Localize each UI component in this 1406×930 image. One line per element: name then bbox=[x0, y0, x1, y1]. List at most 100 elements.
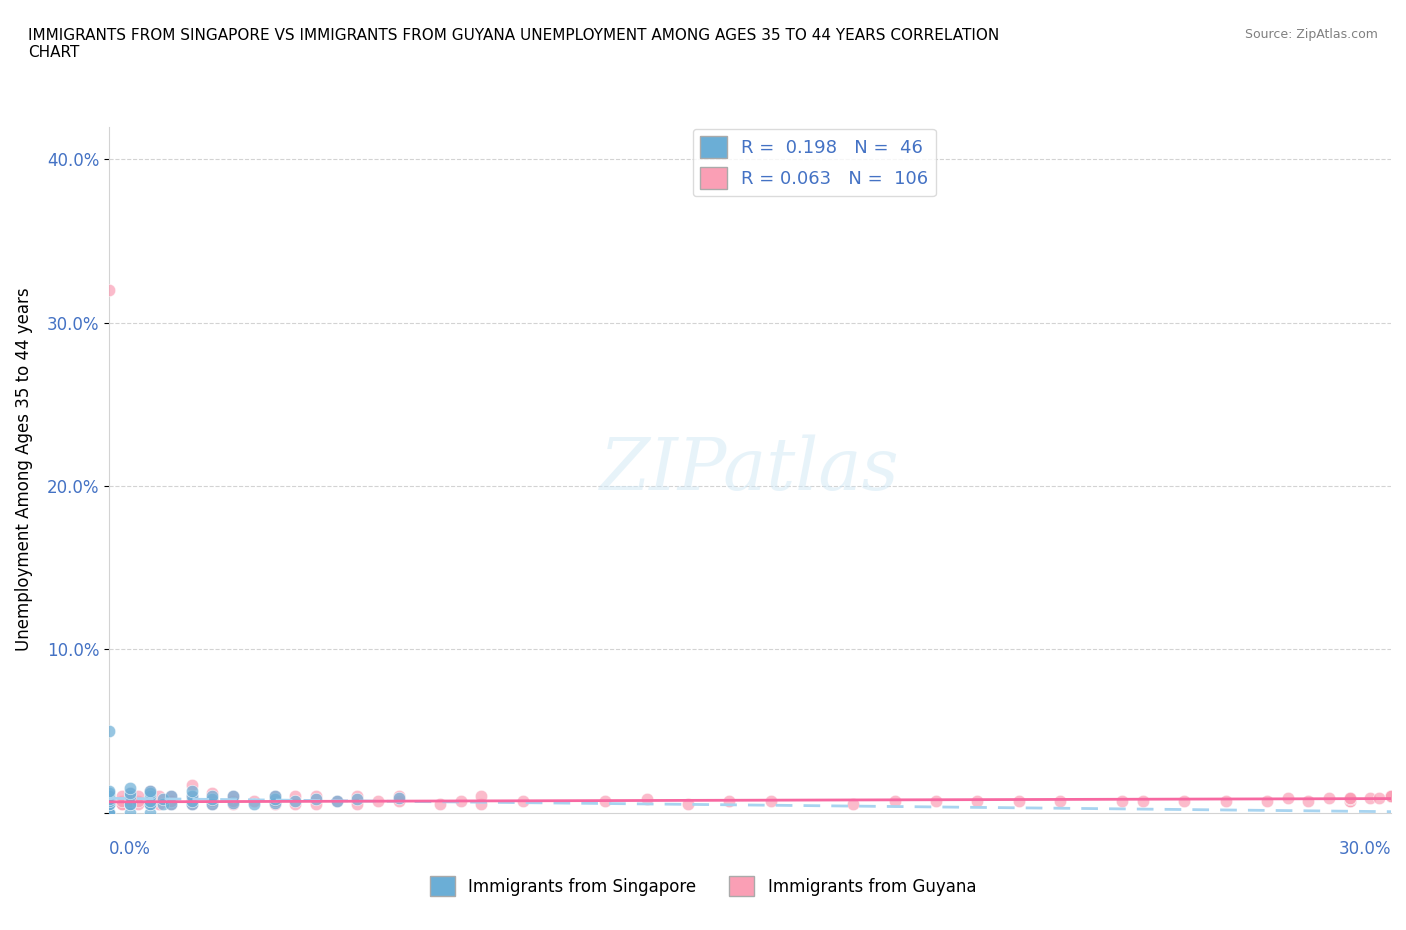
Point bbox=[263, 789, 285, 804]
Point bbox=[139, 797, 162, 812]
Point bbox=[718, 793, 741, 808]
Point bbox=[118, 805, 141, 820]
Point bbox=[201, 797, 224, 812]
Point bbox=[152, 792, 174, 807]
Point bbox=[118, 793, 141, 808]
Point bbox=[305, 789, 328, 804]
Point bbox=[1132, 793, 1154, 808]
Point bbox=[160, 797, 183, 812]
Point bbox=[1379, 789, 1402, 804]
Point bbox=[160, 793, 183, 808]
Point bbox=[925, 793, 948, 808]
Point bbox=[1317, 790, 1340, 805]
Point bbox=[1277, 790, 1299, 805]
Point bbox=[139, 786, 162, 801]
Point bbox=[148, 797, 170, 812]
Point bbox=[139, 793, 162, 808]
Point bbox=[180, 789, 202, 804]
Point bbox=[110, 797, 132, 812]
Point bbox=[636, 792, 658, 807]
Point bbox=[98, 805, 121, 820]
Point bbox=[98, 805, 121, 820]
Point bbox=[1298, 793, 1320, 808]
Point bbox=[201, 786, 224, 801]
Point bbox=[98, 805, 121, 820]
Point bbox=[595, 793, 617, 808]
Point bbox=[118, 789, 141, 804]
Text: ZIPatlas: ZIPatlas bbox=[600, 434, 900, 505]
Point bbox=[118, 786, 141, 801]
Point bbox=[243, 793, 266, 808]
Point bbox=[1379, 789, 1402, 804]
Point bbox=[98, 797, 121, 812]
Point bbox=[450, 793, 472, 808]
Point bbox=[883, 793, 905, 808]
Point bbox=[222, 789, 245, 804]
Point bbox=[1379, 789, 1402, 804]
Point bbox=[139, 797, 162, 812]
Point bbox=[139, 789, 162, 804]
Point bbox=[98, 786, 121, 801]
Point bbox=[127, 797, 149, 812]
Point bbox=[98, 792, 121, 807]
Point bbox=[1339, 790, 1361, 805]
Point bbox=[346, 792, 368, 807]
Point bbox=[1339, 792, 1361, 807]
Point bbox=[1256, 793, 1278, 808]
Point bbox=[387, 789, 409, 804]
Point bbox=[118, 780, 141, 795]
Point bbox=[201, 789, 224, 804]
Point bbox=[180, 784, 202, 799]
Point bbox=[263, 795, 285, 810]
Point bbox=[263, 793, 285, 808]
Point bbox=[118, 797, 141, 812]
Point bbox=[429, 797, 451, 812]
Point bbox=[201, 792, 224, 807]
Point bbox=[98, 789, 121, 804]
Point bbox=[284, 797, 307, 812]
Point bbox=[139, 805, 162, 820]
Text: 30.0%: 30.0% bbox=[1339, 840, 1391, 858]
Point bbox=[98, 797, 121, 812]
Point bbox=[470, 789, 492, 804]
Point bbox=[180, 797, 202, 812]
Point bbox=[98, 805, 121, 820]
Point bbox=[139, 793, 162, 808]
Point bbox=[180, 789, 202, 804]
Point bbox=[180, 777, 202, 792]
Point bbox=[98, 805, 121, 820]
Point bbox=[346, 789, 368, 804]
Point bbox=[842, 797, 865, 812]
Point bbox=[98, 793, 121, 808]
Point bbox=[148, 789, 170, 804]
Point bbox=[139, 797, 162, 812]
Point bbox=[180, 793, 202, 808]
Point bbox=[180, 793, 202, 808]
Point bbox=[160, 789, 183, 804]
Point bbox=[263, 797, 285, 812]
Point bbox=[139, 793, 162, 808]
Point bbox=[305, 797, 328, 812]
Point bbox=[110, 789, 132, 804]
Point bbox=[98, 724, 121, 738]
Point bbox=[98, 797, 121, 812]
Point bbox=[222, 789, 245, 804]
Point bbox=[118, 789, 141, 804]
Point bbox=[98, 789, 121, 804]
Point bbox=[1173, 793, 1195, 808]
Point bbox=[222, 795, 245, 810]
Point bbox=[263, 792, 285, 807]
Point bbox=[98, 789, 121, 804]
Legend: Immigrants from Singapore, Immigrants from Guyana: Immigrants from Singapore, Immigrants fr… bbox=[423, 870, 983, 903]
Point bbox=[118, 797, 141, 812]
Point bbox=[139, 784, 162, 799]
Point bbox=[1215, 793, 1237, 808]
Point bbox=[201, 797, 224, 812]
Point bbox=[118, 786, 141, 801]
Text: Source: ZipAtlas.com: Source: ZipAtlas.com bbox=[1244, 28, 1378, 41]
Point bbox=[118, 797, 141, 812]
Point bbox=[98, 283, 121, 298]
Point bbox=[1379, 789, 1402, 804]
Point bbox=[470, 797, 492, 812]
Point bbox=[325, 793, 347, 808]
